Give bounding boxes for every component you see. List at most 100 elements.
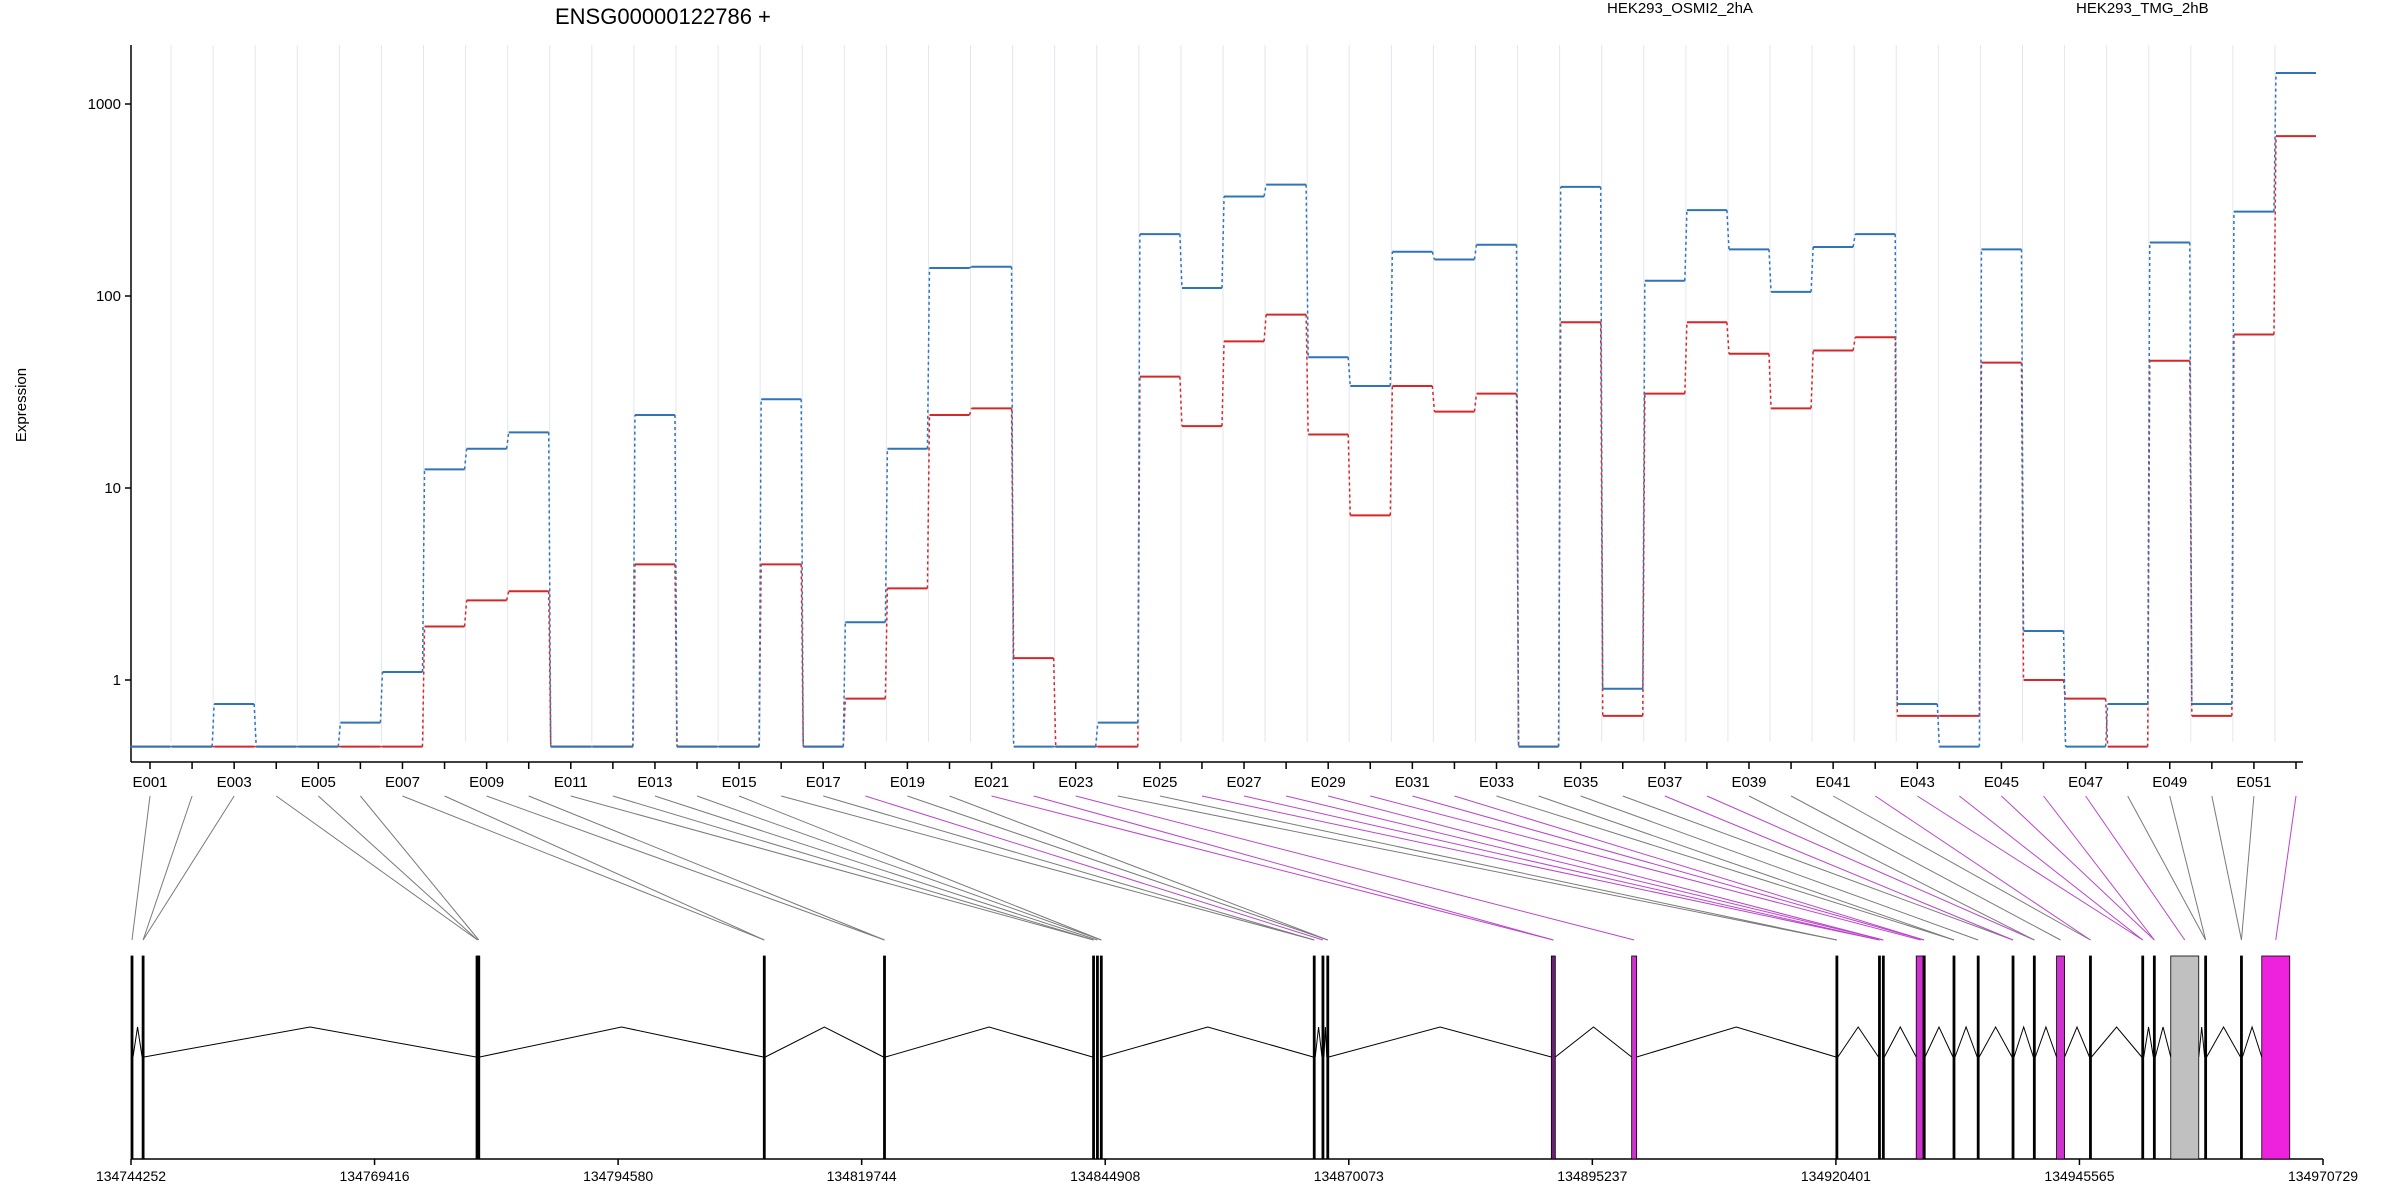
exon-feature <box>1835 955 1839 1160</box>
intron-line <box>1883 1025 1917 1058</box>
x-tick-label: E037 <box>1647 774 1682 791</box>
exon-feature <box>762 955 766 1160</box>
series-connector <box>1978 249 1983 747</box>
exon-connector <box>2001 795 2155 941</box>
exon-connector <box>1117 795 1837 941</box>
intron-line <box>1954 1025 1978 1058</box>
exon-connector <box>1959 795 2144 941</box>
series-connector <box>1389 251 1394 386</box>
exon-connector <box>1917 795 2143 941</box>
x-tick-label: E007 <box>385 774 420 791</box>
series-connector <box>1263 314 1267 342</box>
y-tick-label: 1000 <box>88 96 121 113</box>
series-connector <box>1431 385 1436 412</box>
exon-connector-lines <box>131 795 2297 941</box>
x-tick-label: E023 <box>1058 774 1093 791</box>
gene-coordinate-label: 134870073 <box>1314 1168 1384 1184</box>
intron-line <box>765 1026 884 1058</box>
intron-line <box>2013 1025 2034 1058</box>
intron-line <box>2198 1026 2206 1058</box>
y-tick-label: 100 <box>96 288 121 305</box>
exon-connector <box>1580 795 1979 941</box>
exon-connector <box>1496 795 1955 941</box>
exon-connector <box>1748 795 2035 941</box>
exon-connector <box>865 795 1324 941</box>
series-connector <box>884 448 889 623</box>
exon-feature <box>1922 955 1926 1160</box>
x-tick-label: E043 <box>1900 774 1935 791</box>
exon-feature <box>141 955 145 1160</box>
series-connector <box>379 672 384 723</box>
x-tick-label: E013 <box>637 774 672 791</box>
x-tick-label: E011 <box>554 774 588 791</box>
exon-connector <box>612 795 1094 941</box>
series-connector <box>800 399 805 747</box>
exon-connector <box>142 795 235 941</box>
series-connector <box>926 267 931 449</box>
x-tick-label: E033 <box>1479 774 1514 791</box>
x-tick-label: E021 <box>974 774 1009 791</box>
gene-coordinate-label: 134744252 <box>96 1168 166 1184</box>
series-connector <box>1810 246 1814 292</box>
series-connector <box>969 266 972 269</box>
x-tick-label: E041 <box>1816 774 1851 791</box>
series-connector <box>547 432 552 747</box>
gene-coordinate-label: 134920401 <box>1801 1168 1871 1184</box>
exon-connector <box>142 795 193 941</box>
series-connector <box>1768 249 1772 292</box>
intron-line <box>1555 1026 1632 1058</box>
intron-line <box>1328 1026 1552 1058</box>
exon-feature <box>1550 955 1556 1160</box>
gene-model: 134744252 134769416 134794580 134819744 1348… <box>96 955 2358 1184</box>
intron-line <box>1102 1026 1314 1058</box>
series-connector <box>2020 249 2025 631</box>
exon-connector <box>1454 795 1925 941</box>
intron-line <box>1837 1026 1879 1058</box>
exon-connector <box>1832 795 2091 941</box>
series-connector <box>1810 350 1814 409</box>
exon-connector <box>1286 795 1884 941</box>
series-connector <box>884 588 889 699</box>
gene-coordinate-label: 134844908 <box>1070 1168 1140 1184</box>
intron-line <box>2143 1026 2154 1058</box>
exon-feature <box>1099 955 1103 1160</box>
intron-line <box>1636 1026 1837 1058</box>
series-connector <box>1347 434 1352 516</box>
exon-feature <box>2152 955 2156 1160</box>
exon-connector <box>696 795 1102 941</box>
exon-connector <box>444 795 765 941</box>
exon-connector <box>1874 795 2091 941</box>
exon-connector <box>1033 795 1554 941</box>
series-connector <box>1852 337 1856 351</box>
exon-connector <box>738 795 1102 941</box>
series-connector <box>1641 280 1646 689</box>
intron-line <box>2034 1025 2058 1058</box>
legend-entry-tmg: HEK293_TMG_2hB <box>2076 0 2209 17</box>
series-connector <box>1726 322 1730 354</box>
intron-line <box>2154 1026 2172 1058</box>
series-connector <box>1179 376 1183 427</box>
exon-connector <box>2211 795 2242 941</box>
series-connector <box>968 408 973 416</box>
x-tick-label: E051 <box>2236 774 2271 791</box>
intron-line <box>1314 1026 1323 1058</box>
exon-connector <box>2169 795 2207 941</box>
x-tick-label: E017 <box>806 774 841 791</box>
exon-connector <box>1159 795 1837 941</box>
axes: 1 10 100 1000 E001 E003 E005 E007 E009 E011 E013 E0… <box>88 45 2303 791</box>
gene-coordinate-label: 134794580 <box>583 1168 653 1184</box>
exon-feature <box>1326 955 1330 1160</box>
intron-line <box>885 1026 1093 1058</box>
exon-feature <box>2240 955 2243 1160</box>
y-tick-label: 1 <box>113 672 121 689</box>
intron-line <box>2241 1025 2263 1058</box>
exon-connector <box>1622 795 2014 941</box>
series-connector <box>1894 234 1899 704</box>
series-connector <box>1852 234 1856 248</box>
exon-connector <box>907 795 1328 941</box>
series-connector <box>1936 703 1941 747</box>
exon-feature <box>1952 955 1956 1160</box>
exon-feature <box>1631 955 1638 1160</box>
series-connector <box>2273 73 2277 212</box>
series-connector <box>1221 341 1225 427</box>
